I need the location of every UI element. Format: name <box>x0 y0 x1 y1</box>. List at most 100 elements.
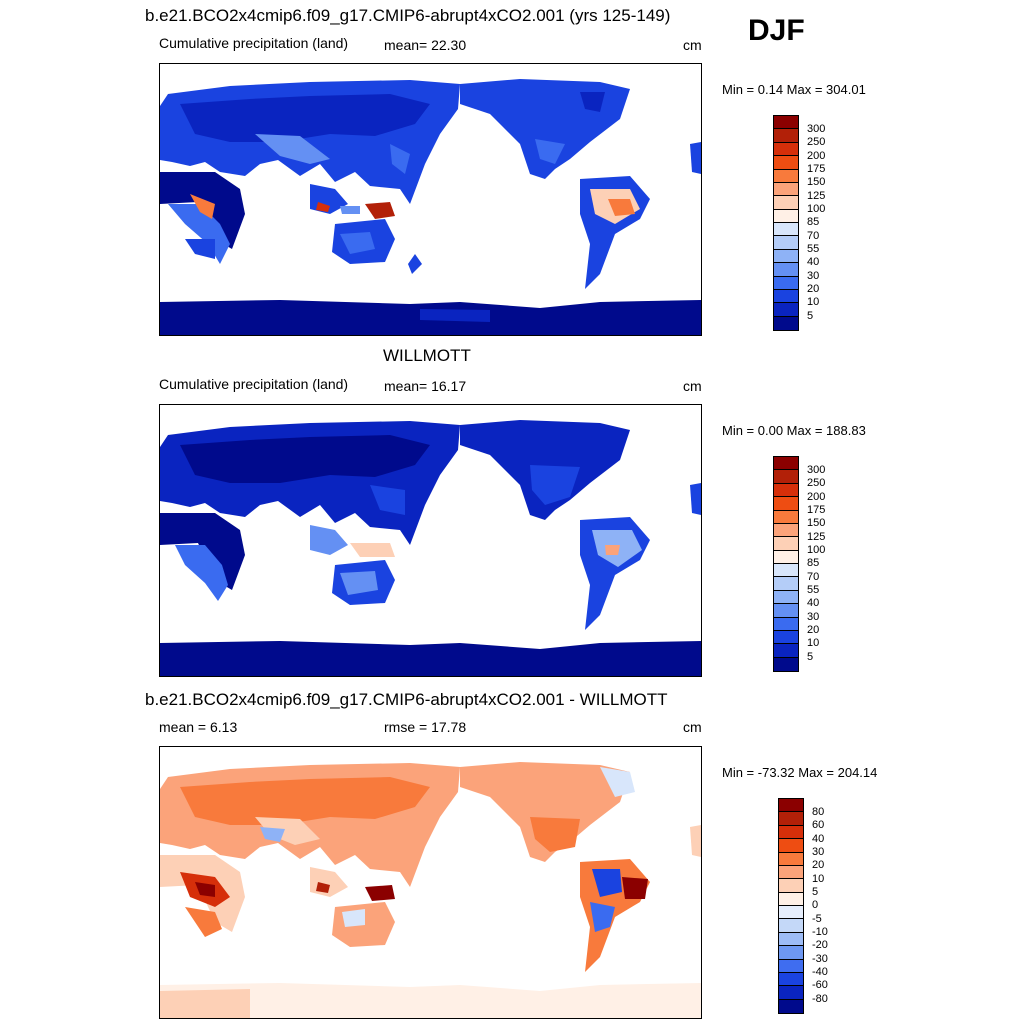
colorbar-swatch <box>779 959 803 973</box>
colorbar-swatch <box>774 236 798 250</box>
colorbar-tick-label: 30 <box>812 846 825 858</box>
colorbar-swatch <box>774 630 798 645</box>
colorbar-tick-label: 40 <box>807 256 820 268</box>
colorbar-tick-label: 85 <box>807 216 820 228</box>
panel-1-colorbar-ticks: 300 250 200 175 150 125 100 85 70 55 40 … <box>807 115 847 329</box>
panel-3-title: b.e21.BCO2x4cmip6.f09_g17.CMIP6-abrupt4x… <box>145 690 668 709</box>
colorbar-tick-label: 10 <box>807 637 820 649</box>
colorbar-tick-label: 20 <box>807 283 820 295</box>
colorbar-swatch <box>774 209 798 223</box>
panel-1-mean-label: mean= 22.30 <box>384 37 467 53</box>
colorbar-tick-label: 20 <box>807 624 820 636</box>
colorbar-swatch <box>774 537 798 551</box>
panel-2-mean-label: mean= 16.17 <box>384 378 467 394</box>
colorbar-tick-label: 100 <box>807 544 826 556</box>
colorbar-tick-label: 150 <box>807 517 826 529</box>
colorbar-swatch <box>774 316 798 330</box>
colorbar-tick-label: 20 <box>812 859 825 871</box>
colorbar-tick-label: 200 <box>807 150 826 162</box>
colorbar-swatch <box>779 892 803 906</box>
colorbar-swatch <box>779 865 803 880</box>
colorbar-swatch <box>779 799 803 813</box>
colorbar-tick-label: 300 <box>807 464 826 476</box>
colorbar-swatch <box>774 550 798 564</box>
panel-2-variable-label: Cumulative precipitation (land) <box>159 376 349 392</box>
colorbar-swatch <box>779 852 803 866</box>
colorbar-swatch <box>779 972 803 987</box>
colorbar-tick-label: 80 <box>812 806 825 818</box>
colorbar-tick-label: 300 <box>807 123 826 135</box>
colorbar-swatch <box>774 590 798 605</box>
colorbar-swatch <box>774 497 798 511</box>
colorbar-swatch <box>774 303 798 317</box>
colorbar-swatch <box>779 919 803 933</box>
colorbar-swatch <box>774 263 798 277</box>
colorbar-swatch <box>774 564 798 578</box>
panel-3-rmse-label: rmse = 17.78 <box>384 719 467 735</box>
panel-2-map <box>159 404 702 677</box>
panel-2-title: WILLMOTT <box>383 346 471 365</box>
colorbar-tick-label: 60 <box>812 819 825 831</box>
colorbar-swatch <box>779 999 803 1013</box>
colorbar-swatch <box>774 657 798 671</box>
colorbar-tick-label: -5 <box>812 913 822 925</box>
panel-1-colorbar <box>773 115 799 331</box>
colorbar-swatch <box>779 986 803 1000</box>
colorbar-swatch <box>774 223 798 237</box>
colorbar-tick-label: 150 <box>807 176 826 188</box>
colorbar-swatch <box>774 289 798 304</box>
colorbar-swatch <box>774 116 798 130</box>
colorbar-tick-label: 125 <box>807 190 826 202</box>
colorbar-tick-label: 10 <box>812 873 825 885</box>
panel-3-colorbar-ticks: 80 60 40 30 20 10 5 0 -5 -10 -20 -30 -40… <box>812 798 852 1012</box>
panel-2-minmax-label: Min = 0.00 Max = 188.83 <box>722 423 866 438</box>
colorbar-swatch <box>774 249 798 264</box>
colorbar-swatch <box>779 906 803 920</box>
colorbar-swatch <box>774 483 798 498</box>
colorbar-swatch <box>774 470 798 484</box>
panel-1-minmax-label: Min = 0.14 Max = 304.01 <box>722 82 866 97</box>
colorbar-tick-label: -40 <box>812 966 828 978</box>
colorbar-swatch <box>774 196 798 210</box>
colorbar-tick-label: 250 <box>807 136 826 148</box>
colorbar-swatch <box>779 932 803 947</box>
panel-3-units-label: cm <box>683 719 702 735</box>
panel-3-land <box>160 762 701 1018</box>
colorbar-swatch <box>774 644 798 658</box>
colorbar-tick-label: -30 <box>812 953 828 965</box>
season-label: DJF <box>748 14 805 47</box>
panel-3-mean-label: mean = 6.13 <box>159 719 238 735</box>
colorbar-tick-label: 30 <box>807 611 820 623</box>
colorbar-swatch <box>774 604 798 618</box>
colorbar-tick-label: 175 <box>807 504 826 516</box>
colorbar-tick-label: 55 <box>807 584 820 596</box>
panel-2-colorbar-ticks: 300 250 200 175 150 125 100 85 70 55 40 … <box>807 456 847 670</box>
colorbar-tick-label: 70 <box>807 230 820 242</box>
colorbar-tick-label: 0 <box>812 899 819 911</box>
colorbar-swatch <box>774 577 798 591</box>
colorbar-swatch <box>774 523 798 538</box>
panel-2-colorbar <box>773 456 799 672</box>
panel-3-minmax-label: Min = -73.32 Max = 204.14 <box>722 765 878 780</box>
panel-1-land <box>160 79 701 335</box>
colorbar-swatch <box>774 510 798 524</box>
colorbar-tick-label: 40 <box>812 833 825 845</box>
panel-1-variable-label: Cumulative precipitation (land) <box>159 35 349 51</box>
colorbar-tick-label: 200 <box>807 491 826 503</box>
colorbar-tick-label: 175 <box>807 163 826 175</box>
colorbar-swatch <box>779 946 803 960</box>
colorbar-tick-label: 55 <box>807 243 820 255</box>
colorbar-tick-label: 5 <box>812 886 819 898</box>
panel-3-colorbar <box>778 798 804 1014</box>
panel-3-map <box>159 746 702 1019</box>
colorbar-swatch <box>779 879 803 893</box>
colorbar-swatch <box>774 617 798 631</box>
colorbar-swatch <box>774 457 798 471</box>
colorbar-swatch <box>774 276 798 290</box>
colorbar-swatch <box>774 182 798 197</box>
colorbar-tick-label: 125 <box>807 531 826 543</box>
panel-1-map-svg <box>160 79 701 335</box>
colorbar-swatch <box>774 129 798 143</box>
panel-1-units-label: cm <box>683 37 702 53</box>
colorbar-tick-label: 5 <box>807 310 814 322</box>
